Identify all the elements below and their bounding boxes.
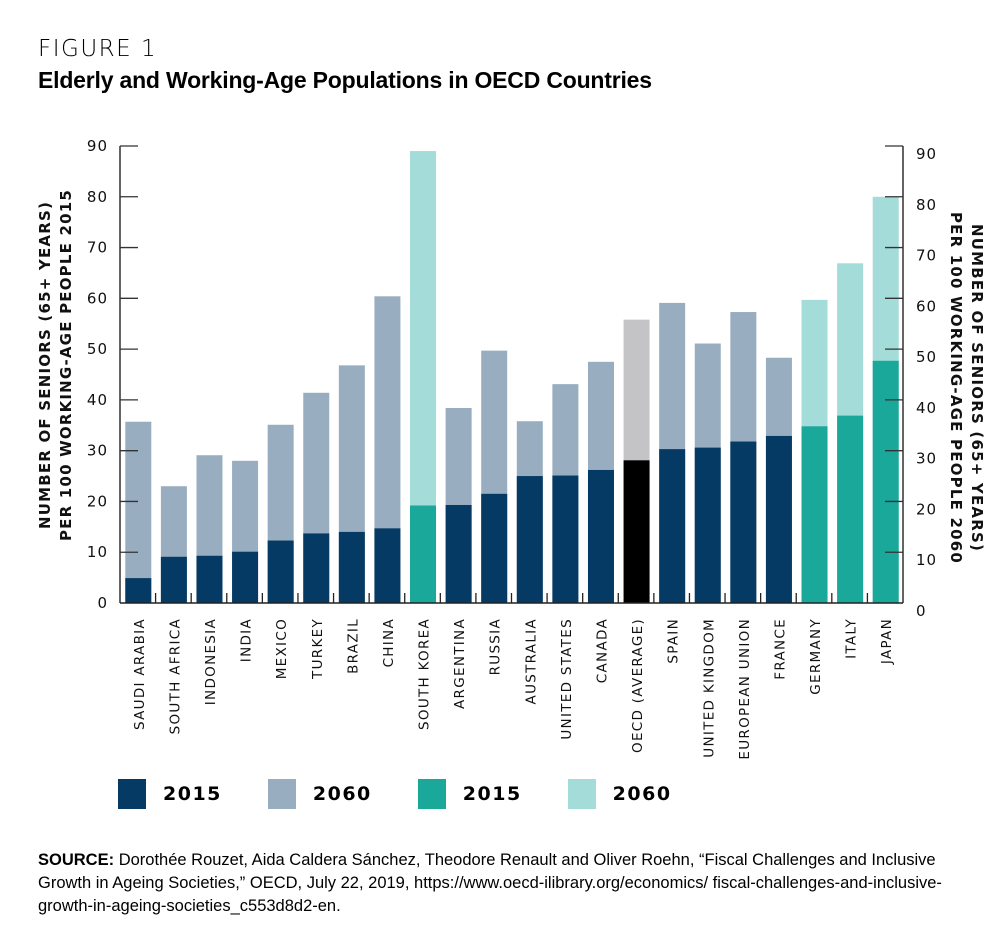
y-tick-label-right: 40 [916, 399, 937, 417]
legend-label: 2015 [163, 783, 222, 805]
x-tick-label: OECD (AVERAGE) [630, 618, 646, 753]
bar-2015 [801, 426, 828, 603]
bar-2015 [659, 449, 686, 603]
bar-2015 [516, 476, 543, 603]
legend-label: 2015 [462, 783, 522, 805]
bar-2015 [160, 556, 187, 603]
y-tick-label-left: 80 [87, 188, 108, 206]
bar-2015 [196, 555, 223, 603]
y-tick-label-left: 30 [87, 442, 108, 460]
x-tick-label: SPAIN [666, 618, 682, 664]
legend-item-2015-highlight: 2015 [417, 779, 522, 809]
bar-2015 [765, 435, 792, 603]
bar-2015 [623, 460, 650, 603]
bar-2015 [694, 447, 721, 603]
bar-2015 [267, 540, 294, 603]
y-tick-label-left: 90 [87, 137, 108, 155]
bar-2015 [410, 505, 437, 603]
y-tick-label-right: 70 [916, 247, 937, 265]
y-tick-label-right: 90 [916, 145, 937, 163]
x-tick-label: ARGENTINA [452, 618, 468, 709]
x-tick-label: GERMANY [808, 618, 824, 695]
x-tick-label: RUSSIA [488, 618, 504, 675]
x-tick-label: CANADA [594, 618, 610, 683]
y-tick-label-right: 10 [916, 551, 937, 569]
source-note: SOURCE: Dorothée Rouzet, Aida Caldera Sá… [38, 849, 968, 918]
x-tick-label: EUROPEAN UNION [737, 618, 753, 760]
x-tick-label: BRAZIL [345, 618, 361, 674]
y-tick-label-right: 50 [916, 348, 937, 366]
legend-label: 2060 [312, 783, 372, 805]
legend-item-2015-default: 2015 [118, 779, 222, 809]
x-tick-label: MEXICO [274, 618, 290, 679]
legend: 2015 2060 2015 2060 [118, 779, 718, 809]
bar-2015 [445, 504, 472, 603]
legend-swatch [417, 779, 446, 809]
source-label: SOURCE: [38, 851, 115, 869]
y-tick-label-right: 0 [916, 602, 927, 620]
source-text: Dorothée Rouzet, Aida Caldera Sánchez, T… [38, 851, 942, 915]
bar-2015 [552, 475, 579, 603]
bar-2015 [232, 551, 259, 603]
bar-2015 [125, 578, 152, 603]
x-tick-label: INDIA [239, 618, 255, 662]
legend-label: 2060 [612, 783, 672, 805]
chart-title: Elderly and Working-Age Populations in O… [38, 67, 652, 93]
bar-2015 [303, 533, 330, 603]
bar-2060 [125, 421, 152, 603]
x-tick-label: UNITED KINGDOM [701, 618, 717, 758]
bar-2015 [374, 528, 401, 603]
x-tick-label: CHINA [381, 618, 397, 667]
bar-2015 [837, 415, 864, 603]
x-tick-label: AUSTRALIA [523, 618, 539, 704]
y-tick-label-left: 40 [87, 391, 108, 409]
bar-2015 [587, 469, 614, 603]
x-tick-label: SAUDI ARABIA [132, 618, 148, 730]
x-tick-label: FRANCE [772, 618, 788, 680]
y-tick-label-right: 60 [916, 297, 937, 315]
y-tick-label-right: 30 [916, 450, 937, 468]
y-axis-title-right: NUMBER OF SENIORS (65+ YEARS) [968, 224, 986, 552]
legend-swatch [118, 779, 146, 809]
bar-2015 [338, 531, 365, 603]
y-axis-title-left: NUMBER OF SENIORS (65+ YEARS) [36, 201, 54, 529]
y-tick-label-left: 0 [97, 594, 108, 612]
y-tick-label-left: 10 [87, 543, 108, 561]
bar-2015 [481, 493, 508, 603]
x-tick-label: ITALY [844, 618, 860, 659]
bar-2015 [872, 360, 899, 603]
x-tick-label: JAPAN [879, 618, 895, 665]
chart-canvas: SAUDI ARABIA SOUTH AFRICA INDONESIA INDIA ME… [36, 137, 986, 760]
y-tick-label-left: 60 [87, 289, 108, 307]
y-tick-label-left: 20 [87, 492, 108, 510]
x-tick-label: TURKEY [310, 618, 326, 680]
legend-item-2060-default: 2060 [267, 779, 372, 809]
y-tick-label-right: 80 [916, 196, 937, 214]
figure-label: FIGURE 1 [38, 36, 158, 62]
x-tick-label: SOUTH AFRICA [167, 618, 183, 734]
bar-2015 [730, 441, 757, 603]
y-axis-title-right: PER 100 WORKING-AGE PEOPLE 2060 [947, 212, 965, 564]
y-axis-title-left: PER 100 WORKING-AGE PEOPLE 2015 [57, 189, 75, 541]
x-tick-label: SOUTH KOREA [417, 618, 433, 730]
x-tick-label: INDONESIA [203, 618, 219, 705]
x-tick-label: UNITED STATES [559, 618, 575, 740]
y-tick-label-left: 50 [87, 340, 108, 358]
y-tick-label-left: 70 [87, 239, 108, 257]
legend-swatch [567, 779, 596, 809]
legend-swatch [267, 779, 296, 809]
legend-item-2060-highlight: 2060 [567, 779, 672, 809]
y-tick-label-right: 20 [916, 500, 937, 518]
